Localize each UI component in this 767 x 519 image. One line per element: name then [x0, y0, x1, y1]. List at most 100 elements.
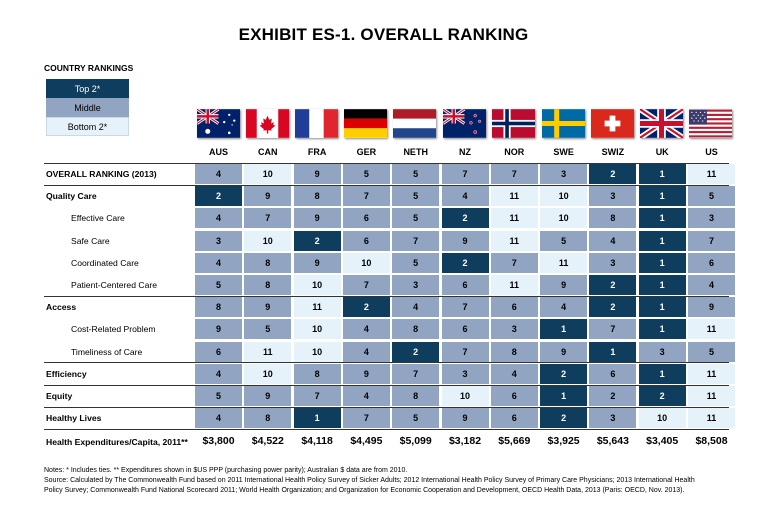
rank-cell: 7	[441, 341, 489, 362]
rank-cell: 3	[195, 230, 242, 251]
rank-cell: 7	[392, 230, 440, 251]
rank-cell: 8	[244, 275, 292, 295]
rank-cell: 10	[244, 363, 292, 384]
rank-cell: 2	[195, 186, 242, 207]
row-label: Safe Care	[71, 235, 110, 246]
rank-cell: 5	[688, 341, 735, 362]
rank-cell: 10	[441, 386, 489, 406]
rank-cell: 5	[195, 275, 242, 295]
legend-bottom: Bottom 2*	[46, 117, 129, 136]
rank-cell: 2	[638, 386, 686, 406]
rank-cell: 11	[688, 319, 735, 340]
notes: Notes: * Includes ties. ** Expenditures …	[44, 466, 734, 497]
expenditure-value: $3,182	[448, 435, 482, 448]
rank-cell: 5	[540, 230, 588, 251]
rank-cell: 1	[638, 208, 686, 229]
row-label: Coordinated Care	[71, 257, 139, 268]
legend-heading: COUNTRY RANKINGS	[44, 63, 134, 73]
rank-cell: 1	[638, 186, 686, 207]
rank-cell: 9	[244, 386, 292, 406]
rank-cell: 3	[392, 275, 440, 295]
rank-cell: 6	[490, 386, 538, 406]
expenditure-value: $4,522	[251, 435, 284, 448]
rank-cell: 11	[490, 186, 538, 207]
row-divider	[44, 428, 729, 430]
rank-cell: 11	[688, 386, 735, 406]
rank-cell: 3	[589, 408, 637, 429]
rank-cell: 10	[540, 186, 588, 207]
rank-cell: 8	[195, 297, 242, 318]
expenditures-label: Health Expenditures/Capita, 2011**	[46, 437, 188, 448]
legend-top: Top 2*	[46, 79, 129, 98]
rank-cell: 2	[589, 297, 637, 318]
expenditure-value: $3,800	[202, 435, 235, 448]
rank-cell: 10	[540, 208, 588, 229]
rank-cell: 4	[540, 297, 588, 318]
expenditure-value: $5,669	[498, 435, 531, 448]
rank-cell: 11	[688, 363, 735, 384]
sweden-flag-icon	[542, 109, 585, 138]
switzerland-flag-icon	[591, 109, 634, 138]
row-label: Access	[46, 302, 77, 313]
rank-cell: 3	[441, 363, 489, 384]
rank-cell: 11	[293, 297, 341, 318]
rank-cell: 4	[195, 408, 242, 429]
rank-cell: 4	[392, 297, 440, 318]
rank-cell: 9	[293, 252, 341, 273]
rank-cell: 4	[490, 363, 538, 384]
rank-cell: 8	[244, 252, 292, 273]
rank-cell: 10	[293, 319, 341, 340]
rank-cell: 2	[441, 252, 489, 273]
country-label-us: US	[705, 147, 718, 157]
rank-cell: 2	[589, 164, 637, 184]
rank-cell: 11	[540, 252, 588, 273]
rank-cell: 9	[293, 208, 341, 229]
rank-cell: 5	[392, 252, 440, 273]
row-label: Cost-Related Problem	[71, 324, 156, 335]
expenditure-value: $8,508	[695, 435, 728, 448]
rank-cell: 8	[392, 386, 440, 406]
rank-cell: 2	[441, 208, 489, 229]
rank-cell: 3	[589, 186, 637, 207]
us-flag-icon	[689, 109, 732, 138]
rank-cell: 11	[490, 230, 538, 251]
rank-cell: 2	[589, 386, 637, 406]
country-label-uk: UK	[655, 147, 669, 157]
rank-cell: 8	[244, 408, 292, 429]
rank-cell: 4	[342, 386, 390, 406]
rank-cell: 9	[540, 275, 588, 295]
rank-cell: 7	[688, 230, 735, 251]
rank-cell: 6	[688, 252, 735, 273]
expenditure-value: $4,495	[350, 435, 383, 448]
legend-middle: Middle	[46, 98, 129, 117]
rank-cell: 10	[293, 341, 341, 362]
row-label: Timeliness of Care	[71, 346, 143, 357]
rank-cell: 6	[490, 408, 538, 429]
rank-cell: 6	[342, 230, 390, 251]
rank-cell: 8	[293, 186, 341, 207]
rank-cell: 1	[540, 319, 588, 340]
rank-cell: 6	[342, 208, 390, 229]
rank-cell: 4	[195, 252, 242, 273]
row-label: Efficiency	[46, 368, 87, 379]
rank-cell: 7	[441, 297, 489, 318]
canada-flag-icon	[246, 109, 289, 138]
row-divider	[44, 162, 729, 164]
row-label: Effective Care	[71, 213, 125, 224]
rank-cell: 10	[293, 275, 341, 295]
rank-cell: 1	[638, 230, 686, 251]
country-label-aus: AUS	[208, 147, 228, 157]
rank-cell: 1	[638, 275, 686, 295]
rank-cell: 2	[589, 275, 637, 295]
rank-cell: 11	[688, 408, 735, 429]
rank-cell: 1	[638, 297, 686, 318]
rank-cell: 2	[540, 363, 588, 384]
rank-cell: 2	[540, 408, 588, 429]
rank-cell: 3	[540, 164, 588, 184]
country-label-swiz: SWIZ	[601, 147, 625, 157]
rank-cell: 2	[293, 230, 341, 251]
rank-cell: 9	[540, 341, 588, 362]
rank-cell: 5	[195, 386, 242, 406]
rank-cell: 7	[490, 164, 538, 184]
rank-cell: 5	[244, 319, 292, 340]
